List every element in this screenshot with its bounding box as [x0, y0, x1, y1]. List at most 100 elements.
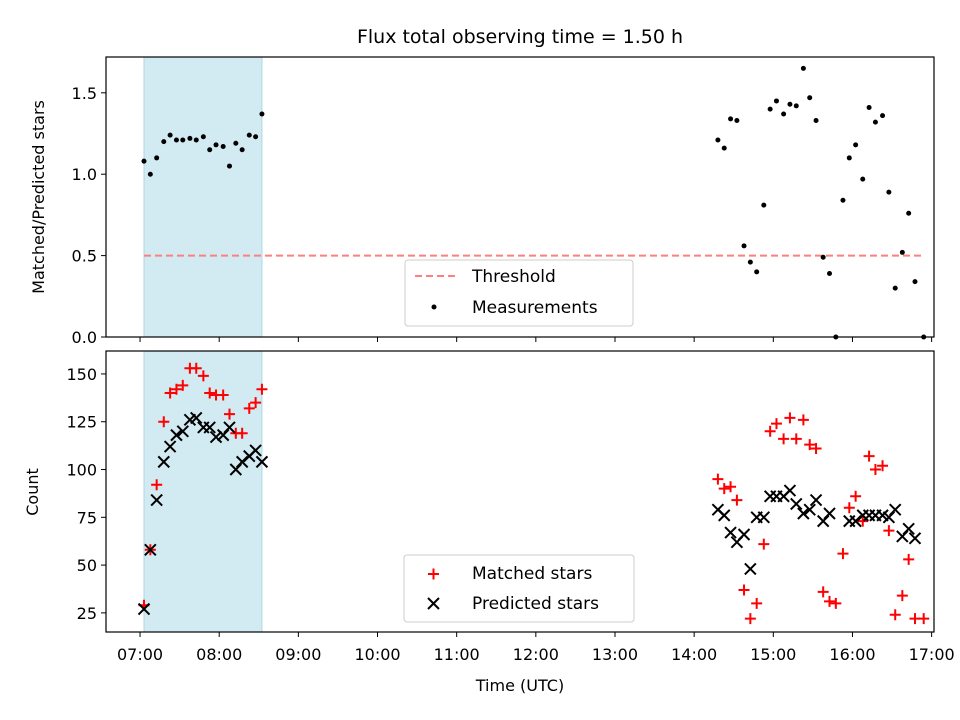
matched-star-point: [889, 609, 901, 621]
top-ytick-label: 0.5: [72, 247, 97, 266]
bottom-xtick-label: 11:00: [434, 645, 480, 664]
bottom-ytick-label: 100: [66, 461, 97, 480]
measurement-point: [820, 254, 826, 260]
measurement-point: [781, 111, 787, 117]
measurement-point: [807, 95, 813, 101]
bottom-xtick-label: 15:00: [750, 645, 796, 664]
top-highlight-span: [143, 56, 263, 338]
matched-star-point: [843, 502, 855, 514]
predicted-star-point: [809, 493, 823, 507]
measurement-point: [180, 137, 186, 143]
legend-measurements-label: Measurements: [472, 298, 598, 318]
legend-measurements-swatch: [431, 304, 437, 310]
measurement-point: [207, 147, 213, 153]
measurement-point: [239, 147, 245, 153]
matched-star-point: [804, 439, 816, 451]
bottom-xtick-label: 14:00: [671, 645, 717, 664]
matched-star-point: [764, 425, 776, 437]
predicted-star-point: [783, 484, 797, 497]
measurement-point: [220, 144, 226, 150]
matched-star-point: [830, 597, 842, 609]
bottom-legend: Matched stars Predicted stars: [403, 554, 635, 623]
matched-star-point: [903, 553, 915, 565]
matched-star-point: [177, 379, 189, 391]
matched-star-point: [850, 490, 862, 502]
bottom-plot-frame: [105, 350, 935, 633]
matched-star-point: [217, 389, 229, 401]
measurement-point: [793, 103, 799, 109]
matched-star-point: [824, 595, 836, 607]
bottom-xlabel: Time (UTC): [475, 676, 564, 695]
bottom-xtick-label: 12:00: [513, 645, 559, 664]
measurement-point: [800, 65, 806, 71]
predicted-star-point: [176, 425, 189, 438]
predicted-star-point: [163, 440, 177, 453]
matched-star-point: [204, 387, 216, 399]
measurement-point: [167, 132, 173, 138]
matched-star-point: [718, 483, 730, 495]
predicted-star-point: [744, 562, 757, 576]
measurement-point: [747, 259, 753, 265]
measurement-point: [259, 111, 265, 117]
matched-star-point: [797, 414, 809, 426]
matched-star-point: [164, 387, 176, 399]
measurement-point: [827, 271, 833, 277]
matched-star-point: [158, 416, 170, 428]
bottom-xtick-label: 10:00: [354, 645, 400, 664]
matched-star-point: [725, 481, 737, 493]
bottom-highlight-span: [143, 350, 263, 633]
predicted-star-point: [823, 507, 836, 520]
measurement-point: [715, 137, 721, 143]
measurement-point: [141, 158, 147, 164]
measurement-point: [728, 116, 734, 122]
measurement-point: [860, 176, 866, 182]
measurement-point: [880, 113, 886, 119]
predicted-star-point: [255, 455, 269, 469]
measurement-point: [866, 104, 872, 110]
legend-matched-label: Matched stars: [472, 564, 592, 584]
predicted-star-point: [790, 497, 803, 511]
bottom-ytick-label: 25: [77, 604, 97, 623]
predicted-star-point: [203, 421, 216, 434]
matched-star-point: [744, 613, 756, 625]
measurement-point: [721, 145, 727, 151]
top-ylabel: Matched/Predicted stars: [29, 100, 48, 294]
predicted-star-point: [757, 511, 771, 524]
measurement-point: [193, 137, 199, 143]
matched-star-point: [784, 412, 796, 424]
measurement-point: [787, 101, 793, 107]
bottom-xtick-label: 13:00: [592, 645, 638, 664]
top-ytick-label: 0.0: [72, 328, 97, 347]
matched-star-point: [817, 586, 829, 598]
measurement-point: [872, 119, 878, 125]
measurement-point: [767, 106, 773, 112]
measurement-point: [187, 135, 193, 141]
bottom-ytick-label: 75: [77, 508, 97, 527]
matched-star-point: [896, 590, 908, 602]
measurement-point: [154, 155, 160, 161]
predicted-star-point: [902, 522, 915, 535]
matched-star-point: [837, 548, 849, 560]
measurement-point: [899, 249, 905, 255]
matched-star-point: [810, 442, 822, 454]
matched-star-point: [170, 383, 182, 395]
measurement-point: [846, 155, 852, 161]
measurement-point: [853, 142, 859, 148]
legend-matched-swatch: [428, 568, 439, 580]
predicted-star-point: [157, 455, 170, 469]
matched-star-point: [751, 597, 763, 609]
measurement-point: [773, 98, 779, 104]
bottom-ytick-label: 125: [66, 413, 97, 432]
matched-star-point: [243, 402, 255, 414]
predicted-star-point: [150, 493, 163, 507]
legend-predicted-swatch: [427, 597, 440, 610]
predicted-star-point: [137, 602, 151, 616]
measurement-point: [754, 269, 760, 275]
predicted-star-point: [908, 532, 922, 545]
bottom-xtick-label: 09:00: [275, 645, 321, 664]
matched-star-point: [790, 433, 802, 445]
matched-star-point: [190, 362, 202, 374]
matched-star-point: [731, 494, 743, 506]
matched-star-point: [778, 433, 790, 445]
bottom-ylabel: Count: [23, 468, 42, 516]
